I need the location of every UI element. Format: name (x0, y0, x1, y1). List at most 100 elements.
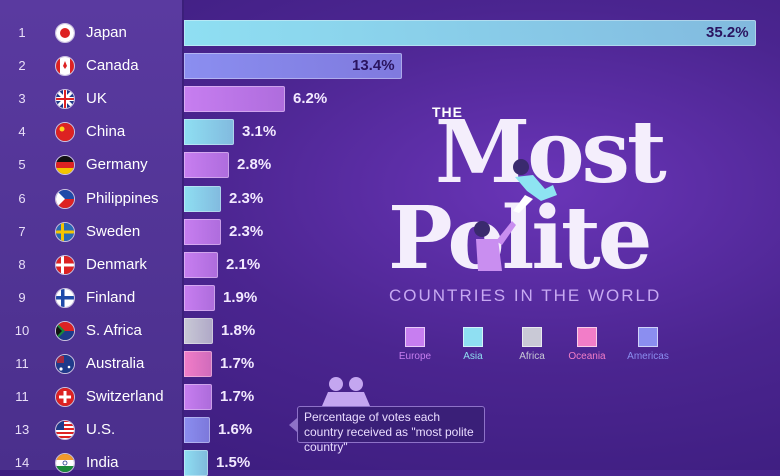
table-row: 2 Canada 13.4% (0, 53, 780, 80)
title-prefix: THE (432, 104, 463, 120)
legend-item: Americas (613, 327, 683, 362)
legend-label: Europe (398, 351, 432, 362)
data-label: 1.7% (220, 355, 255, 372)
chart-subtitle: COUNTRIES IN THE WORLD (389, 286, 662, 305)
rank-label: 3 (18, 91, 26, 107)
country-label: Denmark (86, 255, 147, 273)
table-row: 4 China 3.1% (0, 119, 780, 146)
data-label: 2.3% (229, 189, 264, 207)
legend-label: Americas (627, 351, 669, 362)
legend-swatch (577, 327, 597, 347)
data-label: 1.7% (220, 388, 255, 406)
table-row: 3 UK 6.2% (0, 86, 780, 113)
data-label: 1.6% (218, 421, 253, 439)
bar (184, 218, 221, 245)
country-label: Finland (86, 288, 136, 306)
legend-swatch (463, 327, 483, 347)
people-group-icon (322, 377, 370, 406)
sweden-flag-icon (55, 221, 75, 242)
rank-label: 11 (15, 389, 29, 405)
country-label: Switzerland (86, 388, 164, 406)
legend-label: Asia (463, 351, 483, 362)
germany-flag-icon (55, 155, 75, 176)
switzerland-flag-icon (55, 387, 75, 408)
legend: Europe Asia Africa Oceania Americas (380, 327, 680, 367)
data-label: 35.2% (706, 24, 749, 41)
table-row: 10 S. Africa 1.8% (0, 317, 780, 344)
data-label: 1.5% (216, 454, 251, 472)
rank-label: 1 (18, 25, 26, 40)
rank-label: 10 (14, 322, 30, 338)
rank-label: 9 (18, 289, 26, 305)
rank-label: 2 (18, 58, 26, 74)
finland-flag-icon (55, 287, 75, 308)
data-label: 6.2% (293, 90, 328, 108)
legend-label: Africa (519, 351, 545, 362)
rank-label: 4 (18, 124, 26, 140)
bar (184, 185, 221, 212)
rank-label: 8 (18, 256, 26, 272)
rank-label: 14 (14, 455, 30, 471)
bar (184, 251, 218, 278)
south-africa-flag-icon (55, 320, 75, 341)
legend-item: Europe (380, 327, 450, 362)
country-label: Japan (86, 24, 127, 41)
data-label: 1.8% (221, 321, 256, 339)
bar (184, 284, 215, 311)
legend-label: Oceania (568, 351, 606, 362)
country-label: China (86, 123, 126, 141)
bar (184, 86, 285, 113)
china-flag-icon (55, 122, 75, 143)
country-label: Philippines (86, 189, 159, 207)
person-illustration-icon (513, 159, 557, 213)
bar (184, 20, 756, 46)
legend-swatch (638, 327, 658, 347)
country-label: UK (86, 90, 107, 108)
table-row: 8 Denmark 2.1% (0, 251, 780, 278)
table-row: 14 India 1.5% (0, 450, 780, 476)
bar (184, 53, 402, 80)
country-label: U.S. (86, 421, 116, 439)
table-row: 13 U.S. 1.6% (0, 417, 780, 444)
country-label: Germany (86, 156, 148, 174)
rank-label: 5 (18, 157, 26, 173)
legend-swatch (405, 327, 425, 347)
data-label: 2.8% (237, 156, 272, 174)
india-flag-icon (55, 453, 75, 474)
title-line-1: Most (435, 102, 667, 203)
rank-label: 13 (14, 422, 30, 438)
rank-label: 7 (18, 223, 26, 239)
japan-flag-icon (55, 23, 75, 43)
sidebar-divider (182, 0, 184, 470)
table-row: 6 Philippines 2.3% (0, 185, 780, 212)
legend-item: Africa (497, 327, 567, 362)
bar (184, 317, 213, 344)
legend-item: Oceania (552, 327, 622, 362)
philippines-flag-icon (55, 188, 75, 209)
table-row: 7 Sweden 2.3% (0, 218, 780, 245)
person-waving-icon (474, 221, 516, 271)
country-label: Sweden (86, 222, 141, 240)
data-label: 1.9% (223, 288, 258, 306)
note-pointer (289, 418, 297, 432)
data-label: 13.4% (352, 57, 395, 75)
data-label: 2.1% (226, 255, 261, 273)
data-label: 3.1% (242, 123, 277, 141)
bar (184, 351, 212, 377)
rank-label: 11 (15, 356, 29, 371)
country-label: India (86, 454, 119, 472)
chart-note: Percentage of votes each country receive… (297, 406, 485, 454)
data-label: 2.3% (229, 222, 264, 240)
table-row: 9 Finland 1.9% (0, 284, 780, 311)
bar (184, 152, 229, 179)
sidebar-panel (0, 0, 183, 470)
country-label: Australia (86, 355, 145, 372)
legend-item: Asia (438, 327, 508, 362)
table-row: 11 Australia 1.7% (0, 351, 780, 377)
table-row: 1 Japan 35.2% (0, 20, 780, 46)
bar (184, 384, 212, 411)
country-label: Canada (86, 57, 139, 75)
us-flag-icon (55, 420, 75, 441)
denmark-flag-icon (55, 254, 75, 275)
canada-flag-icon (55, 56, 75, 77)
